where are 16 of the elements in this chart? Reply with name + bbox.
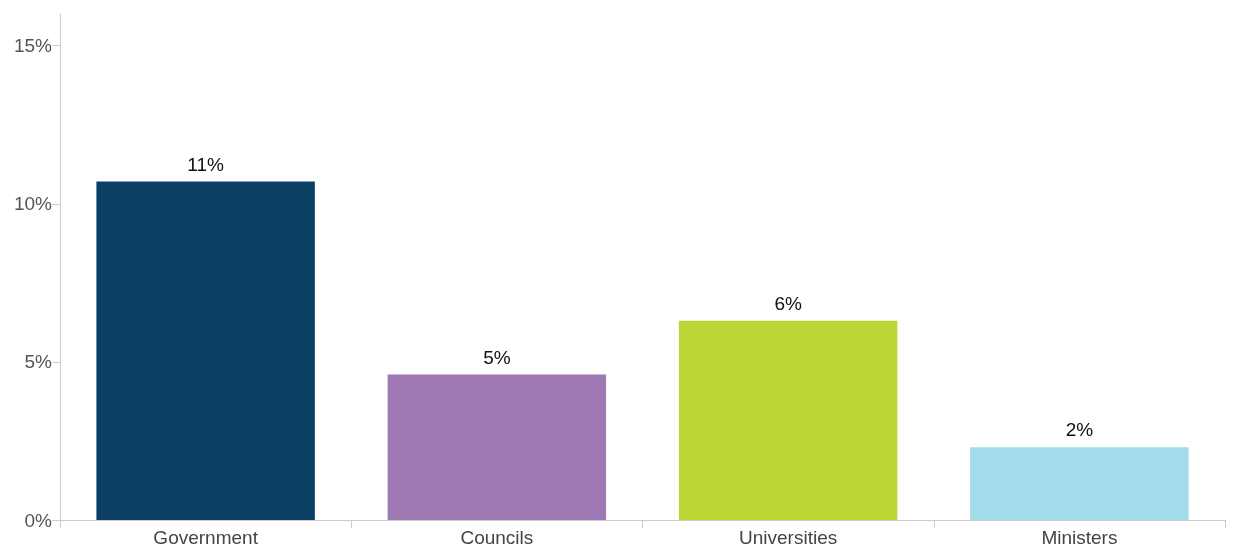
y-tick-label: 0% [24,509,53,531]
bar [387,374,607,520]
data-label: 2% [1065,419,1094,441]
y-tick-label: 5% [24,351,53,373]
x-tick-label: Ministers [1041,527,1118,548]
data-label: 6% [774,292,802,314]
data-label: 5% [483,346,511,368]
bar [678,320,898,520]
y-tick-label: 10% [13,193,53,215]
bar [970,447,1189,520]
x-tick-label: Universities [739,527,838,548]
bar [96,181,315,520]
y-tick-label: 15% [13,35,53,57]
data-label: 11% [187,153,225,175]
x-tick-label: Government [153,527,259,548]
x-tick-label: Councils [460,527,534,548]
